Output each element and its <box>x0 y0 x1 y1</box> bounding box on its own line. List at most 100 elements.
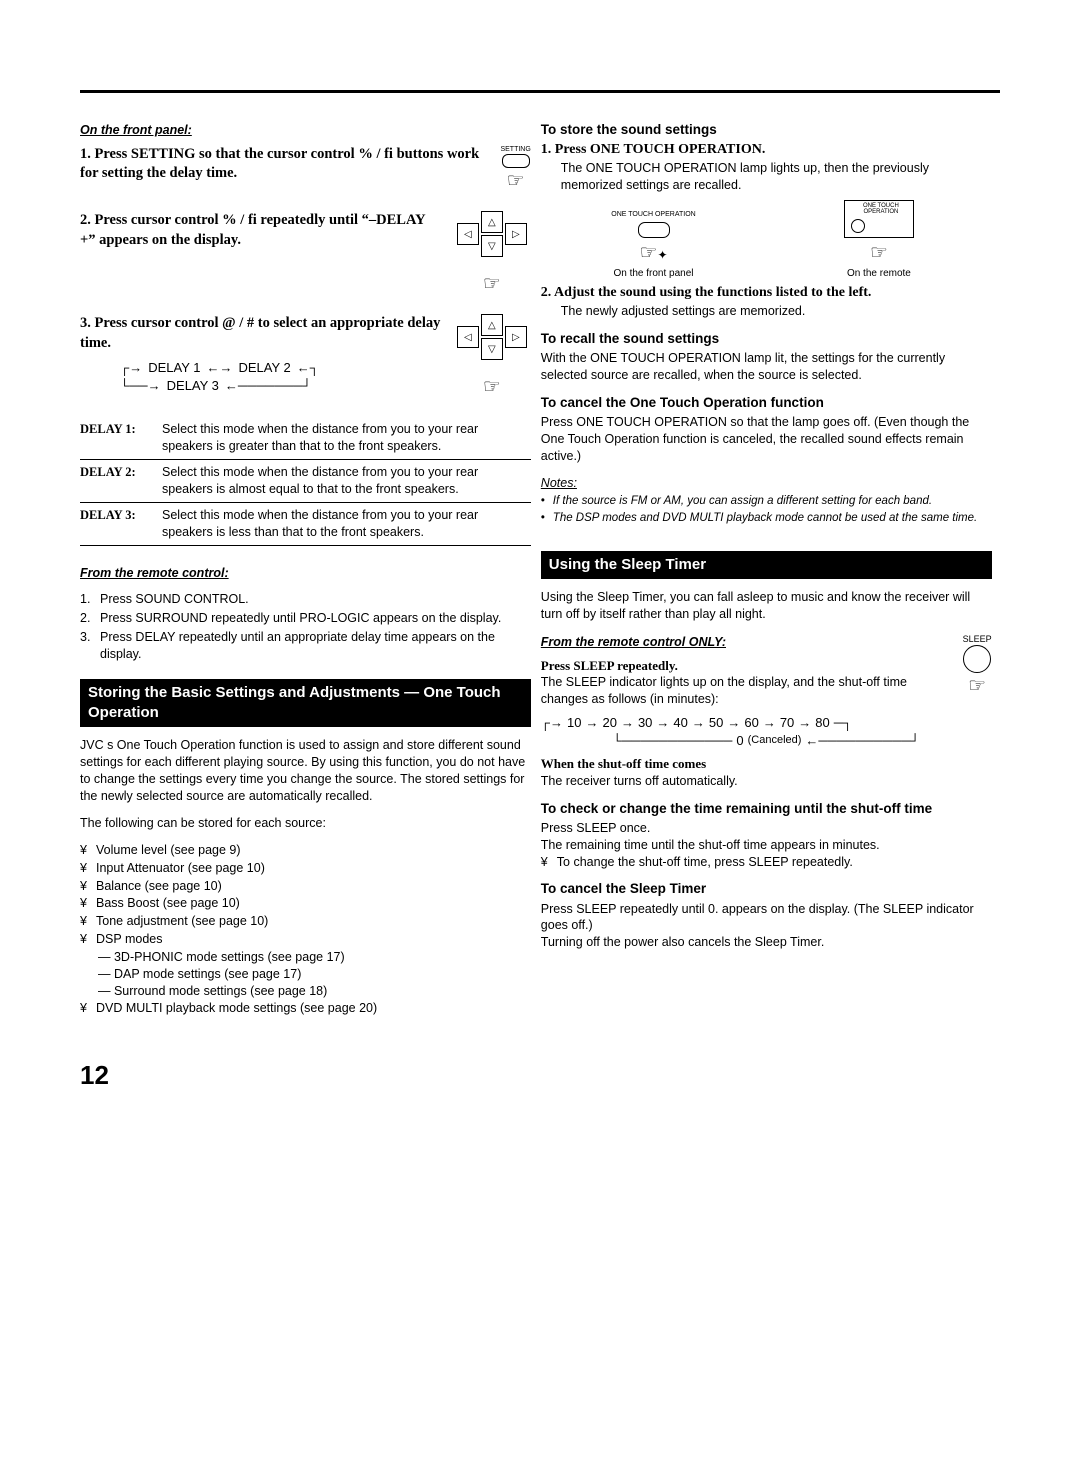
dpad-up-icon: △ <box>481 211 503 233</box>
delay-3-desc: Select this mode when the distance from … <box>162 507 531 541</box>
dpad-graphic-1: △ ▽ ◁ ▷ ☞ <box>453 211 531 298</box>
hand-icon: ☞ <box>968 673 986 700</box>
cancel-oto-heading: To cancel the One Touch Operation functi… <box>541 394 992 412</box>
sleep-button-graphic: SLEEP ☞ <box>963 633 992 700</box>
right-column: To store the sound settings 1. Press ONE… <box>541 121 992 1018</box>
oto-item: DVD MULTI playback mode settings (see pa… <box>96 1000 377 1017</box>
check-body-3: To change the shut-off time, press SLEEP… <box>557 854 853 871</box>
page-number: 12 <box>80 1058 1000 1093</box>
oto-item: Tone adjustment (see page 10) <box>96 913 268 930</box>
oto-paragraph: JVC s One Touch Operation function is us… <box>80 737 531 805</box>
one-touch-heading-bar: Storing the Basic Settings and Adjustmen… <box>80 679 531 728</box>
sleep-button-icon <box>963 645 991 673</box>
hand-icon: ☞ <box>483 271 501 298</box>
sleep-val: 10 <box>567 714 581 732</box>
remote-step-3: Press DELAY repeatedly until an appropri… <box>100 629 531 663</box>
oto-sub-item: — 3D-PHONIC mode settings (see page 17) <box>98 949 531 966</box>
sleep-val: 20 <box>602 714 616 732</box>
delay-1-key: DELAY 1: <box>80 421 162 455</box>
sleep-intro: Using the Sleep Timer, you can fall asle… <box>541 589 992 623</box>
recall-heading: To recall the sound settings <box>541 330 992 348</box>
hand-icon: ☞ <box>640 240 658 267</box>
table-row: DELAY 3: Select this mode when the dista… <box>80 503 531 546</box>
delay-2-label: DELAY 2 <box>239 359 291 377</box>
oto-item: Volume level (see page 9) <box>96 842 241 859</box>
oto-list-heading: The following can be stored for each sou… <box>80 815 531 832</box>
note-2: The DSP modes and DVD MULTI playback mod… <box>553 511 977 527</box>
left-column: On the front panel: 1. Press SETTING so … <box>80 121 531 1018</box>
cancel-sleep-heading: To cancel the Sleep Timer <box>541 880 992 898</box>
sleep-val: 30 <box>638 714 652 732</box>
sleep-val: 70 <box>780 714 794 732</box>
setting-button-icon <box>502 154 530 168</box>
when-heading: When the shut-off time comes <box>541 755 992 773</box>
store-heading: To store the sound settings <box>541 121 992 139</box>
oto-item: DSP modes <box>96 931 162 948</box>
sleep-label: SLEEP <box>963 633 992 645</box>
delay-1-label: DELAY 1 <box>148 359 200 377</box>
store-step2-body: The newly adjusted settings are memorize… <box>561 303 992 320</box>
front-panel-heading: On the front panel: <box>80 122 192 139</box>
list-num: 2. <box>80 610 100 627</box>
oto-item: Input Attenuator (see page 10) <box>96 860 265 877</box>
oto-item: Balance (see page 10) <box>96 878 222 895</box>
remote-heading: From the remote control: <box>80 565 229 582</box>
step-2-text: 2. Press cursor control % / fi repeatedl… <box>80 211 453 250</box>
dpad-graphic-2: △ ▽ ◁ ▷ ☞ <box>453 314 531 401</box>
step-3: 3. Press cursor control @ / # to select … <box>80 314 531 401</box>
setting-button-graphic: SETTING ☞ <box>500 145 530 195</box>
delay-2-desc: Select this mode when the distance from … <box>162 464 531 498</box>
sleep-cycle-diagram: ┌→ 10 20 30 40 50 60 70 80 ─┐ └─────────… <box>541 714 992 749</box>
delay-3-key: DELAY 3: <box>80 507 162 541</box>
hand-icon: ☞ <box>870 240 888 267</box>
remote-step-2: Press SURROUND repeatedly until PRO-LOGI… <box>100 610 531 627</box>
note-1: If the source is FM or AM, you can assig… <box>553 494 932 510</box>
sleep-val: 80 <box>815 714 829 732</box>
cancel-sleep-body-2: Turning off the power also cancels the S… <box>541 934 992 951</box>
remote-step-1: Press SOUND CONTROL. <box>100 591 531 608</box>
oto-sub-item: — Surround mode settings (see page 18) <box>98 983 531 1000</box>
dpad-right-icon: ▷ <box>505 326 527 348</box>
cancel-oto-body: Press ONE TOUCH OPERATION so that the la… <box>541 414 992 465</box>
delay-2-key: DELAY 2: <box>80 464 162 498</box>
setting-label: SETTING <box>500 145 530 154</box>
sleep-val: 40 <box>673 714 687 732</box>
delay-description-table: DELAY 1: Select this mode when the dista… <box>80 417 531 545</box>
check-body-1: Press SLEEP once. <box>541 820 992 837</box>
cancel-sleep-body-1: Press SLEEP repeatedly until 0. appears … <box>541 901 992 935</box>
sleep-press: Press SLEEP repeatedly. <box>541 657 955 675</box>
oto-label-panel: ONE TOUCH OPERATION <box>541 210 766 219</box>
dpad-down-icon: ▽ <box>481 338 503 360</box>
check-body-2: The remaining time until the shut-off ti… <box>541 837 992 854</box>
oto-label-remote: ONE TOUCH OPERATION <box>849 203 913 215</box>
store-step1-body: The ONE TOUCH OPERATION lamp lights up, … <box>561 160 992 194</box>
sleep-canceled: (Canceled) <box>748 733 802 748</box>
oto-button-graphics: ONE TOUCH OPERATION ☞✦ On the front pane… <box>541 200 992 281</box>
step-1: 1. Press SETTING so that the cursor cont… <box>80 145 531 195</box>
oto-item: Bass Boost (see page 10) <box>96 895 240 912</box>
sleep-timer-heading-bar: Using the Sleep Timer <box>541 551 992 579</box>
two-column-layout: On the front panel: 1. Press SETTING so … <box>80 121 1000 1018</box>
remote-steps-list: 1.Press SOUND CONTROL. 2.Press SURROUND … <box>80 591 531 663</box>
step-2: 2. Press cursor control % / fi repeatedl… <box>80 211 531 298</box>
notes-heading: Notes: <box>541 475 992 492</box>
table-row: DELAY 1: Select this mode when the dista… <box>80 417 531 460</box>
store-step1: 1. Press ONE TOUCH OPERATION. <box>541 141 992 160</box>
remote-box-icon: ONE TOUCH OPERATION <box>844 200 914 238</box>
panel-caption-1: On the front panel <box>541 267 766 281</box>
oto-bullet-list: ¥Volume level (see page 9) ¥Input Attenu… <box>80 842 531 1017</box>
check-heading: To check or change the time remaining un… <box>541 800 992 818</box>
step-3-text: 3. Press cursor control @ / # to select … <box>80 314 443 353</box>
top-rule <box>80 90 1000 93</box>
store-step2: 2. Adjust the sound using the functions … <box>541 284 992 303</box>
hand-icon: ☞ <box>507 168 525 195</box>
oto-button-icon <box>638 222 670 238</box>
step-1-text: 1. Press SETTING so that the cursor cont… <box>80 145 500 184</box>
delay-3-label: DELAY 3 <box>167 377 219 395</box>
delay-cycle-diagram: ┌→ DELAY 1 ←→ DELAY 2 ←┐ └──→ DELAY 3 ←─… <box>120 359 443 394</box>
hand-icon: ☞ <box>483 374 501 401</box>
sleep-val: 50 <box>709 714 723 732</box>
panel-caption-2: On the remote <box>766 267 991 281</box>
sleep-zero: 0 <box>736 732 743 750</box>
list-num: 1. <box>80 591 100 608</box>
